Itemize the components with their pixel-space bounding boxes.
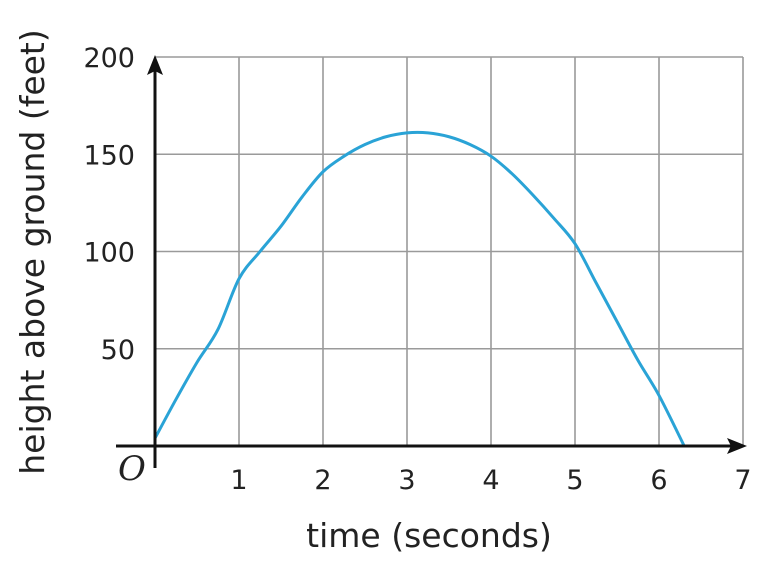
axes	[116, 55, 747, 468]
y-axis-arrow	[147, 55, 163, 75]
x-tick-label-5: 5	[566, 465, 583, 496]
origin-label: O	[118, 449, 146, 489]
x-tick-label-7: 7	[734, 465, 751, 496]
x-tick-label-2: 2	[314, 465, 331, 496]
y-tick-label-50: 50	[101, 335, 135, 366]
x-axis-arrow	[727, 438, 747, 454]
y-axis-title: height above ground (feet)	[13, 29, 52, 475]
y-tick-labels: 50 100 150 200	[83, 43, 135, 366]
x-axis-title: time (seconds)	[306, 516, 552, 555]
x-tick-label-1: 1	[230, 465, 247, 496]
x-tick-labels: 1 2 3 4 5 6 7	[230, 465, 751, 496]
x-tick-label-6: 6	[650, 465, 667, 496]
x-tick-label-4: 4	[482, 465, 499, 496]
y-tick-label-150: 150	[83, 140, 135, 171]
x-tick-label-3: 3	[398, 465, 415, 496]
y-tick-label-200: 200	[83, 43, 135, 74]
grid	[155, 56, 744, 446]
y-tick-label-100: 100	[83, 238, 135, 269]
series-curve	[153, 130, 686, 447]
